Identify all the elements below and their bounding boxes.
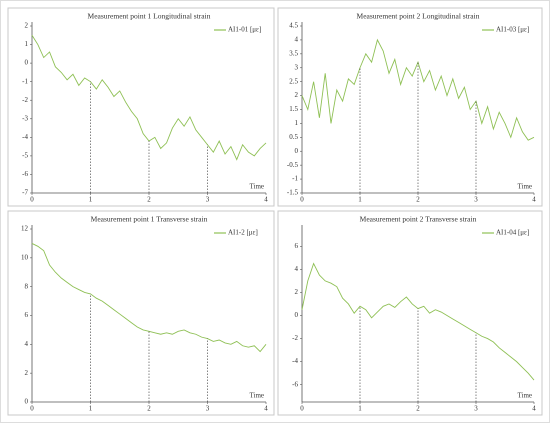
y-tick-label: 6 — [295, 242, 299, 250]
y-tick-label: 4.5 — [289, 22, 298, 30]
legend-label: AI1-2 [με] — [228, 229, 258, 237]
x-tick-label: 1 — [358, 196, 362, 204]
y-tick-label: -0.5 — [287, 161, 299, 169]
y-tick-label: 2 — [295, 91, 299, 99]
y-tick-label: 2.5 — [289, 77, 298, 85]
y-tick-label: -2 — [292, 334, 298, 342]
y-tick-label: -7 — [22, 189, 28, 197]
data-line — [31, 35, 267, 161]
legend-label: AI1-03 [με] — [496, 26, 529, 34]
y-tick-label: 1.5 — [289, 105, 298, 113]
y-tick-label: -5 — [22, 151, 28, 159]
y-tick-label: 4 — [295, 265, 299, 273]
x-tick-label: 1 — [358, 405, 362, 413]
x-tick-label: 3 — [206, 405, 210, 413]
x-tick-label: 3 — [474, 196, 478, 204]
y-tick-label: -3 — [22, 114, 28, 122]
panel-frame — [277, 210, 543, 416]
y-tick-label: 1 — [295, 119, 299, 127]
x-axis-label: Time — [517, 183, 532, 191]
y-tick-label: 1 — [25, 40, 29, 48]
legend-label: AI1-01 [με] — [228, 26, 261, 34]
chart-panel: Measurement point 2 Longitudinal strain -… — [277, 7, 543, 207]
data-line — [301, 38, 535, 141]
x-tick-label: 2 — [416, 196, 420, 204]
y-tick-label: -1 — [22, 77, 28, 85]
y-tick-label: 0 — [25, 59, 29, 67]
chart-title: Measurement point 1 Longitudinal strain — [88, 12, 211, 21]
chart-title: Measurement point 2 Transverse strain — [360, 215, 477, 224]
y-tick-label: 3 — [295, 63, 299, 71]
x-tick-label: 0 — [300, 405, 304, 413]
y-tick-label: -6 — [22, 170, 28, 178]
x-tick-label: 1 — [89, 405, 93, 413]
y-tick-label: 0 — [295, 311, 299, 319]
y-tick-label: 3.5 — [289, 49, 298, 57]
x-tick-label: 4 — [532, 405, 536, 413]
y-tick-label: -1 — [292, 175, 298, 183]
x-tick-label: 2 — [147, 196, 151, 204]
x-tick-label: 3 — [474, 405, 478, 413]
data-line — [31, 243, 267, 353]
y-tick-label: 4 — [295, 36, 299, 44]
y-tick-label: 2 — [25, 22, 29, 30]
y-tick-label: 4 — [25, 340, 29, 348]
y-tick-label: 10 — [21, 253, 29, 261]
y-tick-label: 2 — [25, 369, 29, 377]
x-tick-label: 1 — [89, 196, 93, 204]
x-tick-label: 2 — [147, 405, 151, 413]
y-tick-label: -6 — [292, 380, 298, 388]
x-tick-label: 2 — [416, 405, 420, 413]
chart-title: Measurement point 1 Transverse strain — [91, 215, 208, 224]
y-tick-label: -2 — [22, 96, 28, 104]
chart-panel: Measurement point 2 Transverse strain -6 -… — [277, 210, 543, 416]
y-tick-label: 8 — [25, 282, 29, 290]
chart-title: Measurement point 2 Longitudinal strain — [357, 12, 480, 21]
x-axis-label: Time — [249, 183, 264, 191]
y-tick-label: -4 — [22, 133, 28, 141]
y-tick-label: -4 — [292, 357, 298, 365]
x-axis-label: Time — [517, 392, 532, 400]
x-tick-label: 4 — [264, 196, 268, 204]
y-tick-label: 0 — [295, 147, 299, 155]
x-tick-label: 3 — [206, 196, 210, 204]
y-tick-label: 0.5 — [289, 133, 298, 141]
y-tick-label: 2 — [295, 288, 299, 296]
panel-frame — [277, 7, 543, 207]
chart-panel: Measurement point 1 Longitudinal strain -… — [7, 7, 275, 207]
y-tick-label: -1.5 — [287, 189, 299, 197]
panel-frame — [7, 210, 275, 416]
x-tick-label: 0 — [300, 196, 304, 204]
x-tick-label: 0 — [30, 196, 34, 204]
panel-frame — [7, 7, 275, 207]
x-tick-label: 4 — [532, 196, 536, 204]
y-tick-label: 0 — [25, 398, 29, 406]
x-tick-label: 4 — [264, 405, 268, 413]
y-tick-label: 6 — [25, 311, 29, 319]
chart-panel: Measurement point 1 Transverse strain 0 2 4… — [7, 210, 275, 416]
legend-label: AI1-04 [με] — [496, 229, 529, 237]
x-axis-label: Time — [249, 392, 264, 400]
y-tick-label: 12 — [21, 225, 29, 233]
x-tick-label: 0 — [30, 405, 34, 413]
